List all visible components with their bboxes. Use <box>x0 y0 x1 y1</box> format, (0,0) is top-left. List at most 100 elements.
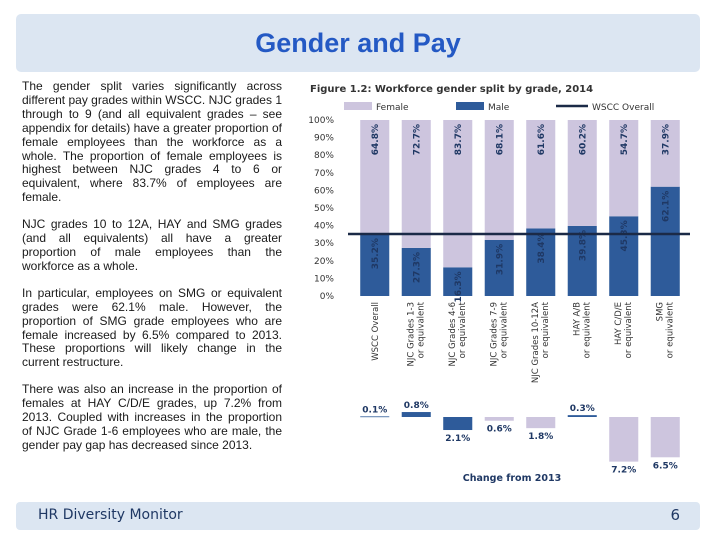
y-tick-label: 20% <box>314 257 334 267</box>
title-bar: Gender and Pay <box>16 14 700 72</box>
change-bar <box>484 417 514 421</box>
x-category-label-line: NJC Grades 4-6 <box>448 302 458 366</box>
change-data-label: 2.1% <box>445 434 470 444</box>
x-category-label-line: or equivalent <box>582 301 592 358</box>
x-category-label-line: NJC Grades 1-3 <box>406 302 416 366</box>
bar-female <box>360 120 390 235</box>
change-bar <box>609 417 639 462</box>
y-tick-label: 0% <box>320 292 335 302</box>
gender-split-chart: Figure 1.2: Workforce gender split by gr… <box>308 84 690 484</box>
bar-female <box>650 120 680 187</box>
bar-male <box>650 186 680 296</box>
data-label-male: 45.3% <box>620 220 630 251</box>
x-category-label-line: HAY C/D/E <box>614 302 624 345</box>
footer-bar: HR Diversity Monitor 6 <box>16 502 700 530</box>
x-category-label-line: HAY A/B <box>572 302 582 336</box>
data-label-male: 39.8% <box>578 230 588 261</box>
y-tick-label: 70% <box>314 169 334 179</box>
data-label-female: 68.1% <box>495 124 505 155</box>
y-tick-label: 50% <box>314 204 334 214</box>
x-category-label-line: or equivalent <box>665 301 675 358</box>
legend-label-overall: WSCC Overall <box>592 103 654 113</box>
y-tick-label: 40% <box>314 222 334 232</box>
data-label-female: 72.7% <box>412 124 422 155</box>
paragraph: The gender split varies significantly ac… <box>22 79 282 205</box>
y-tick-label: 80% <box>314 151 334 161</box>
x-category-label: HAY C/D/E or equivalent <box>614 301 634 358</box>
change-data-label: 0.6% <box>487 425 512 435</box>
chart-title: Figure 1.2: Workforce gender split by gr… <box>310 84 593 95</box>
data-label-female: 64.8% <box>371 124 381 155</box>
data-label-male: 27.3% <box>412 252 422 283</box>
bar-male <box>484 239 514 296</box>
y-tick-label: 60% <box>314 186 334 196</box>
data-label-male: 16.3% <box>454 271 464 302</box>
bar-male <box>443 267 473 296</box>
x-category-label-line: SMG <box>655 302 665 321</box>
bar-female <box>609 120 639 217</box>
x-category-label: NJC Grades 1-3 or equivalent <box>406 301 426 366</box>
x-category-label-line: or equivalent <box>499 301 509 358</box>
bar-male <box>567 225 597 296</box>
change-bar <box>526 417 556 429</box>
data-label-female: 60.2% <box>578 124 588 155</box>
y-tick-label: 100% <box>308 116 334 126</box>
bar-female <box>401 120 431 248</box>
data-label-female: 83.7% <box>454 124 464 155</box>
y-tick-label: 10% <box>314 274 334 284</box>
x-category-label-line: NJC Grades 10-12A <box>531 302 541 383</box>
paragraph: In particular, employees on SMG or equiv… <box>22 285 282 370</box>
page-number: 6 <box>670 506 680 524</box>
change-bar <box>360 416 390 418</box>
change-bar <box>567 415 597 417</box>
change-data-label: 7.2% <box>611 466 636 476</box>
chart-area: Figure 1.2: Workforce gender split by gr… <box>288 78 700 493</box>
data-label-female: 61.6% <box>537 124 547 155</box>
footer-title: HR Diversity Monitor <box>38 507 183 523</box>
legend-label-male: Male <box>488 103 510 113</box>
data-label-male: 62.1% <box>661 191 671 222</box>
legend-swatch-female <box>344 102 372 110</box>
x-category-label: NJC Grades 7-9 or equivalent <box>489 301 509 366</box>
change-chart-title: Change from 2013 <box>463 473 561 484</box>
y-tick-label: 90% <box>314 134 334 144</box>
x-category-label-line: WSCC Overall <box>371 302 381 361</box>
x-category-label-line: or equivalent <box>458 301 468 358</box>
paragraph: NJC grades 10 to 12A, HAY and SMG grades… <box>22 217 282 273</box>
bar-male <box>609 216 639 296</box>
bar-male <box>526 228 556 296</box>
x-category-label: NJC Grades 4-6 or equivalent <box>448 301 468 366</box>
data-label-male: 31.9% <box>495 244 505 275</box>
data-label-male: 38.4% <box>537 232 547 263</box>
x-category-label: SMG or equivalent <box>655 301 675 358</box>
x-category-label: HAY A/B or equivalent <box>572 301 592 358</box>
x-category-label-line: NJC Grades 7-9 <box>489 302 499 366</box>
change-data-label: 0.8% <box>404 401 429 411</box>
x-category-label-line: or equivalent <box>541 301 551 358</box>
paragraph: There was also an increase in the propor… <box>22 382 282 452</box>
change-data-label: 0.3% <box>570 404 595 414</box>
change-data-label: 6.5% <box>653 461 678 471</box>
y-tick-label: 30% <box>314 239 334 249</box>
x-category-label-line: or equivalent <box>624 301 634 358</box>
x-category-label-line: or equivalent <box>416 301 426 358</box>
change-data-label: 0.1% <box>362 405 387 415</box>
change-bar <box>443 417 473 431</box>
bar-female <box>443 120 473 268</box>
x-category-label: NJC Grades 10-12A or equivalent <box>531 301 551 383</box>
change-bar <box>650 417 680 458</box>
data-label-female: 54.7% <box>620 124 630 155</box>
change-data-label: 1.8% <box>528 432 553 442</box>
change-bar <box>401 412 431 417</box>
body-text: The gender split varies significantly ac… <box>22 79 282 466</box>
bar-female <box>526 120 556 229</box>
data-label-male: 35.2% <box>371 238 381 269</box>
data-label-female: 37.9% <box>661 124 671 155</box>
legend-label-female: Female <box>376 103 409 113</box>
slide-title: Gender and Pay <box>255 28 461 58</box>
bar-female <box>567 120 597 226</box>
x-category-label: WSCC Overall <box>371 302 381 361</box>
legend-swatch-male <box>456 102 484 110</box>
bar-female <box>484 120 514 240</box>
